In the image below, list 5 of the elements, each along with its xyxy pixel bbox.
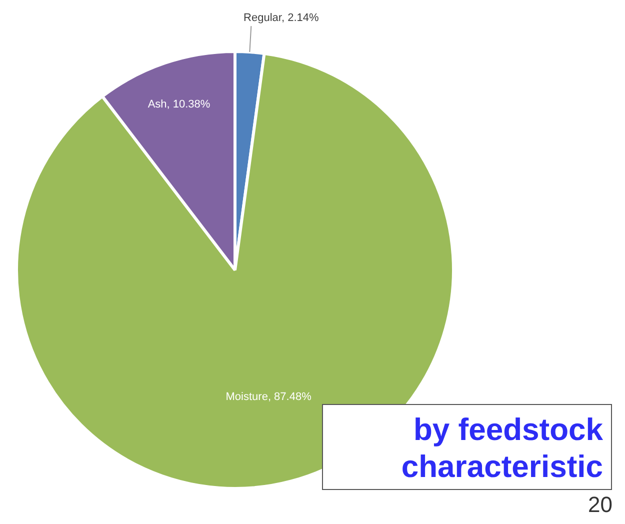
slice-label: Moisture, 87.48%: [226, 390, 312, 403]
slice-label: Regular, 2.14%: [244, 12, 319, 24]
text: by feedstock characteristic: [322, 404, 612, 490]
text: 20: [588, 492, 612, 518]
slice-label: Ash, 10.38%: [148, 98, 210, 110]
